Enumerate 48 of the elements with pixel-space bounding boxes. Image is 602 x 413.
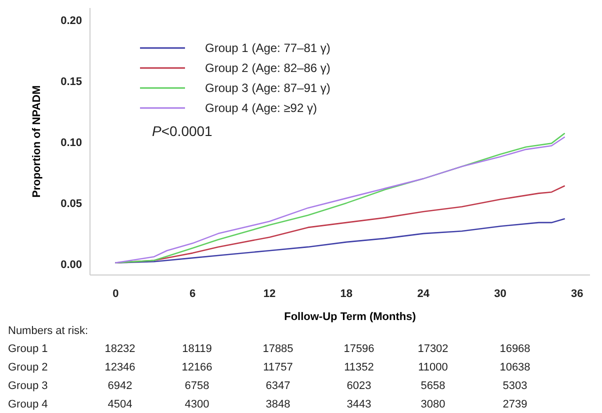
text: Group 1	[8, 343, 48, 355]
legend-label: Group 3 (Age: 87–91 γ)	[205, 81, 330, 96]
legend-label: Group 2 (Age: 82–86 γ)	[205, 61, 330, 76]
text: 12346	[104, 362, 136, 374]
y-axis-title: Proportion of NPADM	[31, 85, 43, 198]
text: 17302	[418, 343, 448, 355]
y-tick-label: 0.00	[60, 258, 82, 271]
x-tick-label: 18	[340, 288, 353, 300]
text: 12166	[182, 362, 212, 374]
text: 6347	[266, 380, 290, 392]
x-axis-title: Follow-Up Term (Months)	[284, 311, 416, 323]
text: 4504	[108, 398, 132, 410]
text: 5658	[420, 380, 446, 392]
y-tick-label: 0.20	[60, 15, 82, 28]
text: 17596	[344, 343, 374, 355]
x-tick-label: 24	[417, 288, 430, 300]
text: 18232	[104, 343, 136, 355]
x-tick-label: 6	[190, 288, 196, 300]
text: 4300	[184, 398, 210, 410]
text: Numbers at risk:	[8, 325, 88, 337]
text: 3443	[346, 398, 372, 410]
x-tick-label: 36	[571, 288, 584, 300]
legend-label: Group 1 (Age: 77–81 γ)	[205, 41, 330, 56]
x-tick-label: 30	[494, 288, 506, 300]
y-tick-label: 0.05	[60, 198, 82, 210]
x-tick-label: 12	[263, 288, 276, 300]
annotation: P<0.0001	[152, 123, 213, 139]
text: 18119	[182, 343, 212, 355]
text: Group 4	[8, 398, 48, 410]
text: 6942	[108, 380, 132, 392]
y-tick-label: 0.10	[60, 136, 82, 149]
text: 17885	[262, 343, 294, 355]
text: 11352	[344, 362, 374, 374]
text: 5303	[502, 380, 528, 392]
text: 2739	[502, 398, 528, 410]
y-tick-label: 0.15	[60, 76, 82, 88]
text: 11757	[263, 362, 293, 374]
legend-label: Group 4 (Age: ≥92 γ)	[205, 101, 317, 116]
text: Group 3	[8, 380, 48, 392]
text: 3080	[420, 398, 446, 410]
text: Group 2	[8, 362, 48, 374]
text: 11000	[418, 362, 448, 374]
x-tick-label: 0	[112, 288, 119, 300]
text: 6758	[184, 380, 210, 392]
text: 6023	[346, 380, 372, 392]
text: 16968	[500, 343, 530, 355]
text: 3848	[266, 398, 290, 410]
text: 10638	[500, 362, 530, 374]
